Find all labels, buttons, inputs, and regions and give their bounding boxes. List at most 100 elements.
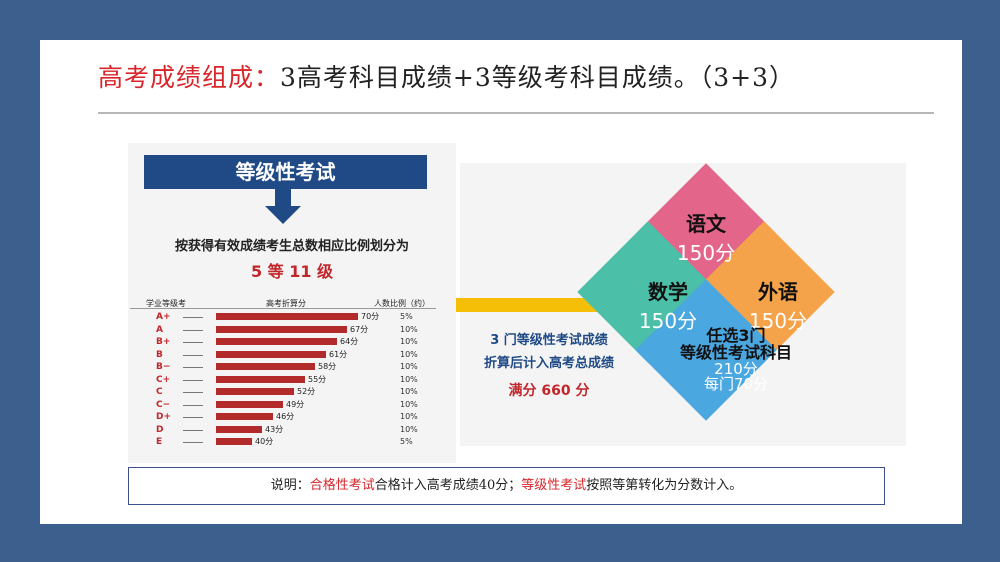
note-pass-exam: 合格性考试 xyxy=(309,478,375,493)
math-score: 150分 xyxy=(638,309,698,333)
grade-row: D 43分 10% xyxy=(128,424,456,436)
levels-summary: 5 等 11 级 xyxy=(250,262,334,281)
score-bar xyxy=(216,325,347,333)
score-bar xyxy=(216,438,252,445)
grade-label: A xyxy=(156,324,163,335)
score-bar xyxy=(216,388,294,395)
score-label: 64分 xyxy=(340,337,359,346)
grade-dash xyxy=(183,317,203,318)
explanation-note: 说明：合格性考试合格计入高考成绩40分；等级性考试按照等第转化为分数计入。 xyxy=(128,467,885,505)
grade-label: B+ xyxy=(156,337,171,347)
score-bar xyxy=(216,350,326,358)
elective-total-score: 210分 xyxy=(714,359,758,378)
ratio-label: 10% xyxy=(400,374,418,384)
score-bar xyxy=(216,375,305,383)
down-arrow-head-icon xyxy=(265,206,301,224)
ratio-label: 10% xyxy=(400,387,418,396)
grade-label: C+ xyxy=(156,374,171,385)
ratio-label: 10% xyxy=(400,412,418,421)
score-label: 67分 xyxy=(350,324,369,334)
down-arrow-icon xyxy=(275,189,291,207)
grade-exam-panel: 等级性考试 按获得有效成绩考生总数相应比例划分为 5 等 11 级 学业等级考 … xyxy=(128,143,456,463)
elective-each-score: 每门70分 xyxy=(703,375,769,394)
ratio-label: 10% xyxy=(400,424,418,434)
grade-label: C− xyxy=(156,399,171,410)
score-label: 43分 xyxy=(265,424,284,434)
elective-name-2: 等级性考试科目 xyxy=(679,342,792,362)
grade-label: A+ xyxy=(156,312,171,322)
grade-row: A+ 70分 5% xyxy=(128,311,456,323)
grade-dash xyxy=(183,329,203,331)
foreign-language-score: 150分 xyxy=(748,309,808,333)
header-grade: 学业等级考 xyxy=(146,299,186,308)
math-label: 数学 150分 xyxy=(618,276,718,334)
grade-label: D+ xyxy=(156,412,172,422)
score-bar xyxy=(216,400,283,408)
score-label: 58分 xyxy=(318,362,337,371)
table-header-line xyxy=(130,308,436,309)
score-label: 40分 xyxy=(255,437,274,446)
foreign-language-name: 外语 xyxy=(758,280,798,304)
middle-line-2: 折算后计入高考总成绩 xyxy=(483,356,614,371)
grade-row: C+ 55分 10% xyxy=(128,374,456,386)
note-grade-text: 按照等第转化为分数计入。 xyxy=(586,478,743,493)
score-bar xyxy=(216,313,358,320)
score-bar xyxy=(216,425,262,433)
grade-label: E xyxy=(156,437,163,447)
header-ratio: 人数比例（约） xyxy=(374,299,430,308)
grade-row: B 61分 10% xyxy=(128,349,456,361)
note-prefix: 说明： xyxy=(270,478,310,493)
score-label: 49分 xyxy=(286,399,305,409)
page-title: 高考成绩组成：3高考科目成绩+3等级考科目成绩。（3+3） xyxy=(98,58,795,94)
division-description: 按获得有效成绩考生总数相应比例划分为 xyxy=(174,239,409,254)
ratio-label: 5% xyxy=(400,437,413,446)
ratio-label: 10% xyxy=(400,399,418,409)
score-label: 55分 xyxy=(308,374,327,384)
ratio-label: 10% xyxy=(400,337,418,346)
grade-dash xyxy=(183,392,203,393)
header-score: 高考折算分 xyxy=(266,299,306,308)
score-label: 70分 xyxy=(361,312,380,321)
grade-row: D+ 46分 10% xyxy=(128,411,456,423)
title-divider xyxy=(98,112,934,114)
full-score: 满分 660 分 xyxy=(508,383,590,399)
score-label: 46分 xyxy=(276,412,295,421)
chinese-name: 语文 xyxy=(686,212,726,236)
grade-exam-banner: 等级性考试 xyxy=(144,155,427,189)
grade-dash xyxy=(183,342,203,343)
grade-label: D xyxy=(156,424,164,435)
score-bar xyxy=(216,413,273,420)
score-bar xyxy=(216,338,337,345)
grade-dash xyxy=(183,417,203,418)
ratio-label: 10% xyxy=(400,362,418,371)
grade-dash xyxy=(183,404,203,406)
score-label: 52分 xyxy=(297,387,316,396)
right-arrow-icon xyxy=(456,298,606,312)
chinese-label: 语文 150分 xyxy=(656,208,756,266)
grade-label: B xyxy=(156,349,163,360)
foreign-language-label: 外语 150分 xyxy=(728,276,828,334)
note-grade-exam: 等级性考试 xyxy=(521,478,587,493)
grade-dash xyxy=(183,429,203,431)
grade-label: B− xyxy=(156,362,171,372)
elective-label: 任选3门 等级性考试科目 210分 每门70分 xyxy=(666,326,806,394)
math-name: 数学 xyxy=(648,280,688,304)
note-pass-text: 合格计入高考成绩40分； xyxy=(374,478,522,493)
grade-row: B− 58分 10% xyxy=(128,361,456,373)
score-bar xyxy=(216,363,315,370)
grade-row: E 40分 5% xyxy=(128,436,456,448)
grade-label: C xyxy=(156,387,163,397)
title-rest: 3高考科目成绩+3等级考科目成绩。（3+3） xyxy=(280,63,796,92)
middle-line-1: 3 门等级性考试成绩 xyxy=(490,333,608,348)
ratio-label: 5% xyxy=(400,312,413,321)
ratio-label: 10% xyxy=(400,349,418,359)
slide: 高考成绩组成：3高考科目成绩+3等级考科目成绩。（3+3） 等级性考试 按获得有… xyxy=(40,40,962,524)
grade-row: C 52分 10% xyxy=(128,386,456,398)
grade-row: B+ 64分 10% xyxy=(128,336,456,348)
ratio-label: 10% xyxy=(400,324,418,334)
grade-dash xyxy=(183,354,203,356)
grade-dash xyxy=(183,379,203,381)
elective-name-1: 任选3门 xyxy=(706,326,766,345)
chinese-score: 150分 xyxy=(676,241,736,265)
grade-dash xyxy=(183,442,203,443)
